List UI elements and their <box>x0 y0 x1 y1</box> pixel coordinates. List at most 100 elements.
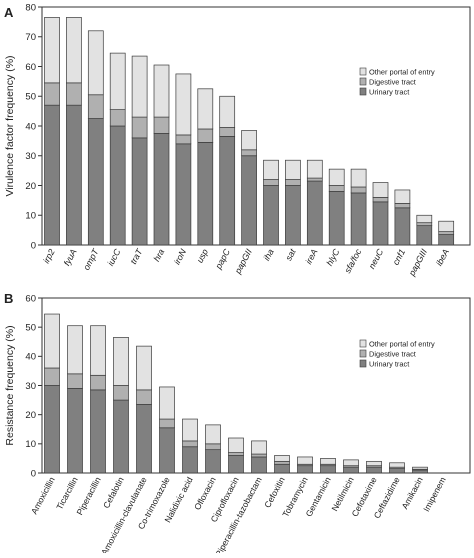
bar-digestive-tract-piperacillin-tazobactam <box>251 453 267 458</box>
legend-label: Urinary tract <box>369 360 409 369</box>
legend-swatch-other-portal-of-entry <box>359 339 367 348</box>
bar-digestive-tract-neuc <box>372 197 389 203</box>
bar-urinary-tract-amikacin <box>412 469 428 474</box>
bar-other-portal-of-entry-co-trimoxazole <box>159 386 175 420</box>
x-tick-label: Ofloxacin <box>192 475 218 512</box>
bar-other-portal-of-entry-amoxicillin-clavulanate <box>136 345 152 391</box>
bar-urinary-tract-amoxicillin <box>44 385 60 474</box>
x-tick-label: papGII <box>232 247 254 276</box>
bar-urinary-tract-trat <box>131 137 148 246</box>
bar-digestive-tract-trat <box>131 116 148 139</box>
bar-digestive-tract-ompt <box>87 94 104 119</box>
bar-digestive-tract-co-trimoxazole <box>159 418 175 429</box>
x-tick-label: Amoxicillin <box>29 475 57 516</box>
x-tick-label: hra <box>151 247 166 263</box>
x-tick-label: sat <box>283 247 298 263</box>
bar-digestive-tract-sfa-foc <box>350 186 367 194</box>
bar-urinary-tract-ibea <box>438 234 455 246</box>
bar-other-portal-of-entry-papc <box>219 95 236 128</box>
bar-other-portal-of-entry-ciprofloxacin <box>228 437 244 453</box>
y-axis-label: Virulence factor frequency (%) <box>4 55 16 196</box>
bar-other-portal-of-entry-papgiii <box>416 214 433 224</box>
x-tick-label: usp <box>195 247 211 264</box>
x-tick-label: iroN <box>172 247 189 267</box>
x-tick-label: ibeA <box>434 247 451 267</box>
panel-b: B 0 10 20 30 40 50 60 Resistance frequency (%) Am… <box>4 291 471 558</box>
bar-urinary-tract-ompt <box>87 118 104 246</box>
bar-urinary-tract-amoxicillin-clavulanate <box>136 404 152 474</box>
bar-other-portal-of-entry-trat <box>131 55 148 118</box>
bar-other-portal-of-entry-ofloxacin <box>205 424 221 445</box>
y-tick-label: 40 <box>25 352 36 363</box>
bar-digestive-tract-ticarcillin <box>67 373 83 389</box>
x-tick-label: papGIII <box>406 247 429 279</box>
panel-label: B <box>4 291 13 306</box>
x-tick-label: ireA <box>303 247 319 266</box>
bar-other-portal-of-entry-fyua <box>66 17 82 84</box>
bar-urinary-tract-cnf1 <box>394 207 411 246</box>
bar-digestive-tract-iha <box>263 179 279 186</box>
x-tick-label: cnf1 <box>391 247 408 266</box>
x-tick-label: iha <box>261 247 275 262</box>
legend-label: Other portal of entry <box>369 68 435 77</box>
legend-swatch-urinary-tract <box>359 87 367 96</box>
bar-digestive-tract-amoxicillin-clavulanate <box>136 389 152 405</box>
bar-other-portal-of-entry-cnf1 <box>394 189 411 204</box>
bar-digestive-tract-hlyc <box>328 185 345 192</box>
bar-digestive-tract-ofloxacin <box>205 443 221 451</box>
y-axis-label: Resistance frequency (%) <box>4 325 16 445</box>
bar-urinary-tract-co-trimoxazole <box>159 427 175 474</box>
legend-swatch-urinary-tract <box>359 359 367 368</box>
bar-urinary-tract-hlyc <box>328 191 345 246</box>
bar-urinary-tract-cefalotin <box>113 399 129 474</box>
panel-label: A <box>4 5 14 20</box>
x-tick-label: Cefalotin <box>101 475 126 510</box>
bar-digestive-tract-cefalotin <box>113 385 129 401</box>
bar-urinary-tract-piperacillin-tazobactam <box>251 456 267 474</box>
bar-digestive-tract-cnf1 <box>394 203 411 209</box>
x-tick-label: Imipenem <box>421 475 448 513</box>
x-tick-label: neuC <box>367 247 386 271</box>
bar-urinary-tract-iha <box>263 185 279 246</box>
bar-digestive-tract-irea <box>306 177 323 182</box>
bar-digestive-tract-papgii <box>241 149 257 157</box>
bar-other-portal-of-entry-nalidixic-acid <box>182 418 198 442</box>
bar-digestive-tract-amoxicillin <box>44 367 60 386</box>
bar-urinary-tract-papgiii <box>416 225 433 246</box>
x-tick-label: Cefoxitin <box>262 475 287 509</box>
bar-urinary-tract-ofloxacin <box>205 449 221 474</box>
bar-other-portal-of-entry-usp <box>197 88 214 130</box>
bar-other-portal-of-entry-cefalotin <box>113 337 129 386</box>
bar-urinary-tract-nalidixic-acid <box>182 446 198 474</box>
bar-urinary-tract-tobramycin <box>297 465 313 474</box>
bar-urinary-tract-ticarcillin <box>67 388 83 474</box>
x-tick-label: traT <box>128 247 144 266</box>
x-tick-label: Amikacin <box>400 475 425 511</box>
bar-other-portal-of-entry-gentamicin <box>320 458 336 465</box>
bar-urinary-tract-gentamicin <box>320 465 336 474</box>
y-tick-label: 20 <box>25 181 36 192</box>
bar-digestive-tract-piperacillin <box>90 374 106 391</box>
bar-urinary-tract-sfa-foc <box>350 192 367 246</box>
bar-urinary-tract-usp <box>197 142 214 246</box>
bar-other-portal-of-entry-piperacillin-tazobactam <box>251 440 267 455</box>
bar-other-portal-of-entry-papgii <box>241 130 257 151</box>
y-tick-label: 80 <box>25 2 36 13</box>
bar-digestive-tract-nalidixic-acid <box>182 440 198 448</box>
y-tick-label: 30 <box>25 381 36 392</box>
bar-other-portal-of-entry-iucc <box>109 52 126 110</box>
bar-other-portal-of-entry-netilmicin <box>343 459 359 467</box>
bar-urinary-tract-papgii <box>241 155 257 246</box>
y-tick-label: 0 <box>31 240 36 251</box>
bar-other-portal-of-entry-cefoxitin <box>274 455 290 462</box>
bar-other-portal-of-entry-ceftazidime <box>389 462 405 468</box>
y-tick-label: 10 <box>25 439 36 450</box>
bar-urinary-tract-iron <box>175 143 192 246</box>
bar-urinary-tract-hra <box>153 133 170 246</box>
bar-urinary-tract-papc <box>219 136 236 246</box>
bar-other-portal-of-entry-ibea <box>438 220 455 232</box>
bar-other-portal-of-entry-piperacillin <box>90 325 106 376</box>
x-tick-label: iucC <box>105 247 122 268</box>
